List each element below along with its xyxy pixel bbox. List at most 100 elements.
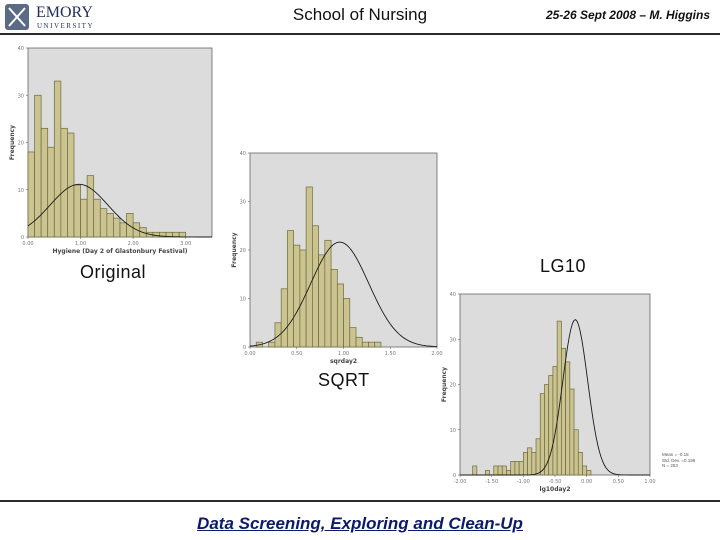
sqrt-bar bbox=[374, 341, 382, 348]
lg10-x-axis-label: lg10day2 bbox=[540, 486, 571, 493]
original-bar bbox=[53, 80, 62, 238]
lg10-y-axis-label: Frequency bbox=[441, 367, 448, 402]
sqrt-bar bbox=[305, 186, 313, 348]
sqrt-y-tick-label: 10 bbox=[240, 297, 246, 303]
header-title: School of Nursing bbox=[292, 5, 428, 24]
original-bar bbox=[60, 127, 68, 238]
lg10-bar bbox=[518, 461, 524, 476]
original-bar bbox=[40, 127, 49, 238]
lg10-y-tick-label: 0 bbox=[453, 473, 456, 479]
lg10-bar bbox=[573, 429, 579, 476]
original-x-tick-label: 3.00 bbox=[180, 241, 191, 247]
original-y-tick-label: 40 bbox=[18, 46, 24, 52]
lg10-y-tick-label: 30 bbox=[450, 337, 456, 343]
stats-sd: Std. Dev. =0.196 bbox=[662, 457, 696, 463]
original-bar bbox=[119, 222, 127, 238]
logo-subtitle: UNIVERSITY bbox=[37, 22, 94, 30]
lg10-x-tick-label: 0.50 bbox=[613, 479, 624, 485]
sqrt-bar bbox=[336, 283, 344, 348]
original-bar bbox=[99, 208, 108, 238]
sqrt-bar bbox=[355, 336, 363, 348]
sqrt-y-tick-label: 30 bbox=[240, 200, 246, 206]
original-x-axis-label: Hygiene (Day 2 of Glastonbury Festival) bbox=[52, 248, 187, 255]
caption-lg10: LG10 bbox=[540, 256, 587, 276]
sqrt-bar bbox=[361, 341, 369, 348]
sqrt-y-tick-label: 40 bbox=[240, 151, 246, 157]
lg10-bar bbox=[552, 366, 558, 476]
lg10-bar bbox=[472, 465, 478, 476]
lg10-bar bbox=[586, 470, 592, 476]
lg10-bar bbox=[514, 461, 520, 476]
original-bar bbox=[80, 198, 88, 238]
sqrt-x-tick-label: 2.00 bbox=[431, 351, 442, 357]
lg10-bar bbox=[506, 470, 512, 476]
original-bar bbox=[172, 231, 180, 238]
lg10-bar bbox=[484, 470, 490, 476]
sqrt-y-tick-label: 0 bbox=[243, 345, 246, 351]
lg10-bar bbox=[577, 452, 583, 476]
histogram-lg10: 0 10 20 30 40 -2.00 -1.50 -1.00 -0.50 0.00 0.50 1.0… bbox=[441, 292, 656, 493]
sqrt-bar bbox=[293, 244, 301, 348]
lg10-x-tick-label: -1.50 bbox=[485, 479, 498, 485]
stats-n: N = 253 bbox=[662, 463, 678, 468]
lg10-bar bbox=[497, 465, 503, 476]
original-normal-curve bbox=[27, 183, 212, 238]
lg10-y-tick-label: 10 bbox=[450, 428, 456, 434]
lg10-bar bbox=[548, 375, 554, 476]
header-date-author: 25-26 Sept 2008 – M. Higgins bbox=[545, 8, 710, 22]
sqrt-bar bbox=[299, 249, 307, 348]
caption-sqrt: SQRT bbox=[318, 370, 370, 390]
sqrt-x-tick-label: 1.50 bbox=[385, 351, 396, 357]
lg10-x-tick-label: -2.00 bbox=[454, 479, 467, 485]
lg10-bar bbox=[531, 452, 537, 476]
caption-original: Original bbox=[80, 262, 147, 282]
original-x-tick-label: 1.00 bbox=[75, 241, 86, 247]
header-divider bbox=[0, 33, 720, 35]
sqrt-x-tick-label: 0.50 bbox=[291, 351, 302, 357]
sqrt-bar bbox=[324, 239, 332, 348]
original-x-tick-label: 0.00 bbox=[22, 241, 33, 247]
sqrt-bar bbox=[349, 327, 357, 348]
sqrt-x-tick-label: 0.00 bbox=[244, 351, 255, 357]
original-bar bbox=[93, 198, 101, 238]
lg10-stats-legend: Mean = -0.18 Std. Dev. =0.196 N = 253 bbox=[662, 452, 714, 469]
lg10-y-tick-label: 20 bbox=[450, 383, 456, 389]
sqrt-bar bbox=[280, 288, 288, 348]
lg10-x-tick-label: 0.00 bbox=[581, 479, 592, 485]
lg10-x-tick-label: 1.00 bbox=[644, 479, 655, 485]
original-x-tick-label: 2.00 bbox=[128, 241, 139, 247]
lg10-bar bbox=[535, 438, 541, 476]
lg10-bar bbox=[501, 465, 507, 476]
sqrt-bar bbox=[330, 269, 338, 348]
lg10-x-tick-label: -0.50 bbox=[549, 479, 562, 485]
original-y-tick-label: 30 bbox=[18, 93, 24, 99]
original-bar bbox=[47, 146, 55, 238]
footer-divider bbox=[0, 500, 720, 502]
sqrt-bar bbox=[287, 230, 295, 348]
lg10-bar bbox=[527, 447, 533, 476]
sqrt-bar bbox=[368, 341, 376, 348]
original-y-tick-label: 20 bbox=[18, 141, 24, 147]
original-bar bbox=[73, 184, 81, 238]
sqrt-x-axis-label: sqrday2 bbox=[330, 358, 357, 365]
sqrt-y-tick-label: 20 bbox=[240, 248, 246, 254]
lg10-x-tick-label: -1.00 bbox=[517, 479, 530, 485]
sqrt-y-axis-label: Frequency bbox=[231, 232, 238, 267]
sqrt-bar bbox=[274, 322, 282, 348]
lg10-bar bbox=[539, 393, 545, 476]
original-bar bbox=[178, 231, 187, 238]
logo-name: EMORY bbox=[36, 4, 93, 21]
original-bar bbox=[106, 213, 114, 238]
lg10-bar bbox=[510, 461, 516, 476]
stats-mean: Mean = -0.18 bbox=[662, 452, 689, 457]
lg10-bar bbox=[565, 361, 571, 476]
footer-title: Data Screening, Exploring and Clean-Up bbox=[197, 514, 523, 533]
original-y-axis-label: Frequency bbox=[9, 125, 16, 160]
sqrt-x-tick-label: 1.00 bbox=[338, 351, 349, 357]
emory-shield-icon bbox=[5, 4, 29, 30]
sqrt-bar bbox=[268, 341, 276, 348]
original-bar bbox=[152, 231, 160, 238]
sqrt-bar bbox=[312, 225, 319, 348]
original-y-tick-label: 10 bbox=[18, 188, 24, 194]
